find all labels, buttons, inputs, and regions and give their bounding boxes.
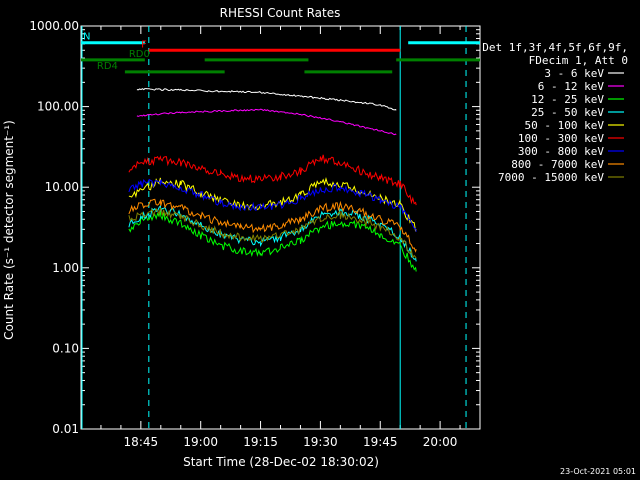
flag-label-n: N: [83, 32, 90, 43]
y-tick-label: 0.10: [52, 341, 79, 355]
y-tick-label: 1000.00: [29, 19, 79, 33]
y-tick-label: 1.00: [52, 261, 79, 275]
x-tick-label: 18:45: [124, 435, 159, 449]
x-tick-label: 19:15: [243, 435, 278, 449]
y-tick-label: 100.00: [37, 100, 79, 114]
legend-entry-label: 25 - 50 keV: [531, 106, 604, 119]
series-line: [136, 108, 397, 136]
x-axis-label: Start Time (28-Dec-02 18:30:02): [183, 455, 379, 469]
legend-entry-label: 800 - 7000 keV: [511, 158, 604, 171]
legend-entry-label: 3 - 6 keV: [544, 67, 604, 80]
flag-label-rd0: RD0: [129, 49, 150, 60]
series-line: [128, 211, 417, 272]
legend-entry-label: 7000 - 15000 keV: [498, 171, 604, 184]
series-line: [128, 207, 417, 259]
legend-entry-label: 100 - 300 keV: [518, 132, 604, 145]
x-tick-label: 19:30: [303, 435, 338, 449]
legend-entry-label: 6 - 12 keV: [538, 80, 605, 93]
legend-header-line: Det 1f,3f,4f,5f,6f,9f,: [482, 41, 628, 54]
legend: Det 1f,3f,4f,5f,6f,9f,FDecim 1, Att 03 -…: [482, 41, 628, 184]
chart-title: RHESSI Count Rates: [220, 6, 341, 20]
series-line: [128, 198, 417, 253]
legend-entry-label: 300 - 800 keV: [518, 145, 604, 158]
y-tick-label: 10.00: [45, 180, 79, 194]
legend-header-line: FDecim 1, Att 0: [529, 54, 628, 67]
y-axis-label: Count Rate (s⁻¹ detector segment⁻¹): [2, 120, 16, 340]
series-line: [128, 178, 417, 232]
series-line: [128, 154, 417, 206]
y-tick-label: 0.01: [52, 422, 79, 436]
legend-entry-label: 12 - 25 keV: [531, 93, 604, 106]
flag-label-f: F: [141, 39, 147, 50]
series-line: [136, 88, 397, 111]
x-tick-label: 19:45: [363, 435, 398, 449]
flag-label-rd4: RD4: [97, 61, 118, 72]
plot-area: 0.01 0.10 1.00 10.00 100.00 1000.00 18:45 19:00…: [29, 19, 481, 449]
x-tick-label: 19:00: [183, 435, 218, 449]
legend-entry-label: 50 - 100 keV: [525, 119, 605, 132]
series-line: [128, 177, 417, 232]
timestamp: 23-Oct-2021 05:01: [560, 467, 636, 476]
x-tick-label: 20:00: [423, 435, 458, 449]
